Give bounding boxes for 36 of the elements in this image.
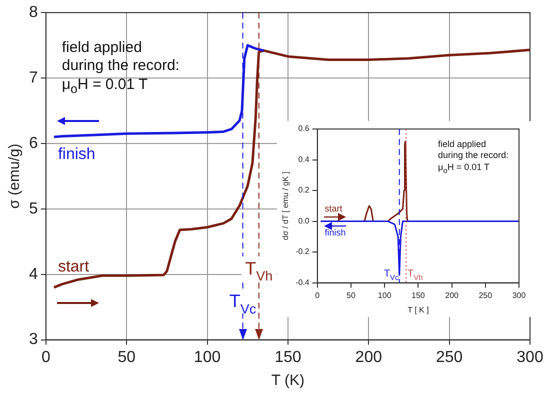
y-axis-title: dσ / dT [ emu / gK ] (281, 172, 290, 240)
legend-label: finish (324, 227, 346, 238)
x-tick-label: 300 (516, 348, 544, 366)
x-tick-label: 50 (118, 348, 136, 366)
x-axis-title: T [ K ] (408, 305, 429, 314)
y-axis-title: σ (emu/g) (6, 144, 24, 209)
y-tick-label: -0.2 (296, 247, 310, 256)
series-label: finish (58, 146, 96, 163)
x-tick-label: 50 (346, 290, 356, 300)
x-tick-label: 200 (355, 348, 382, 366)
series-label: start (58, 258, 90, 276)
y-tick-label: -0.4 (296, 278, 310, 288)
y-tick-label: 4 (28, 266, 38, 283)
x-tick-label: 0 (315, 290, 320, 300)
y-tick-label: 0.2 (298, 186, 310, 195)
y-tick-label: 7 (28, 69, 38, 86)
y-tick-label: 0.0 (298, 216, 310, 226)
y-tick-label: 0.6 (298, 124, 310, 134)
annotation: field applied during the record: μ$_{o}$H = 0.01 T (438, 139, 509, 175)
y-tick-label: 6 (28, 134, 38, 152)
x-tick-label: 150 (274, 348, 302, 366)
y-tick-label: 8 (28, 4, 38, 22)
series-label: start (324, 203, 343, 214)
x-tick-label: 200 (445, 290, 460, 300)
x-tick-label: 100 (378, 290, 392, 300)
x-axis-title: T (K) (271, 372, 304, 390)
x-tick-label: 250 (436, 348, 463, 366)
y-tick-label: 0.4 (298, 154, 310, 164)
y-tick-label: 3 (28, 331, 38, 348)
x-tick-label: 100 (194, 348, 221, 366)
x-tick-label: 250 (478, 290, 493, 300)
x-tick-label: 300 (512, 290, 526, 300)
x-tick-label: 150 (412, 290, 426, 300)
y-tick-label: 5 (28, 200, 38, 218)
annotation: field applied during the record: μ$_{o}$H = 0.01 T (62, 38, 180, 98)
x-tick-label: 0 (41, 348, 50, 366)
